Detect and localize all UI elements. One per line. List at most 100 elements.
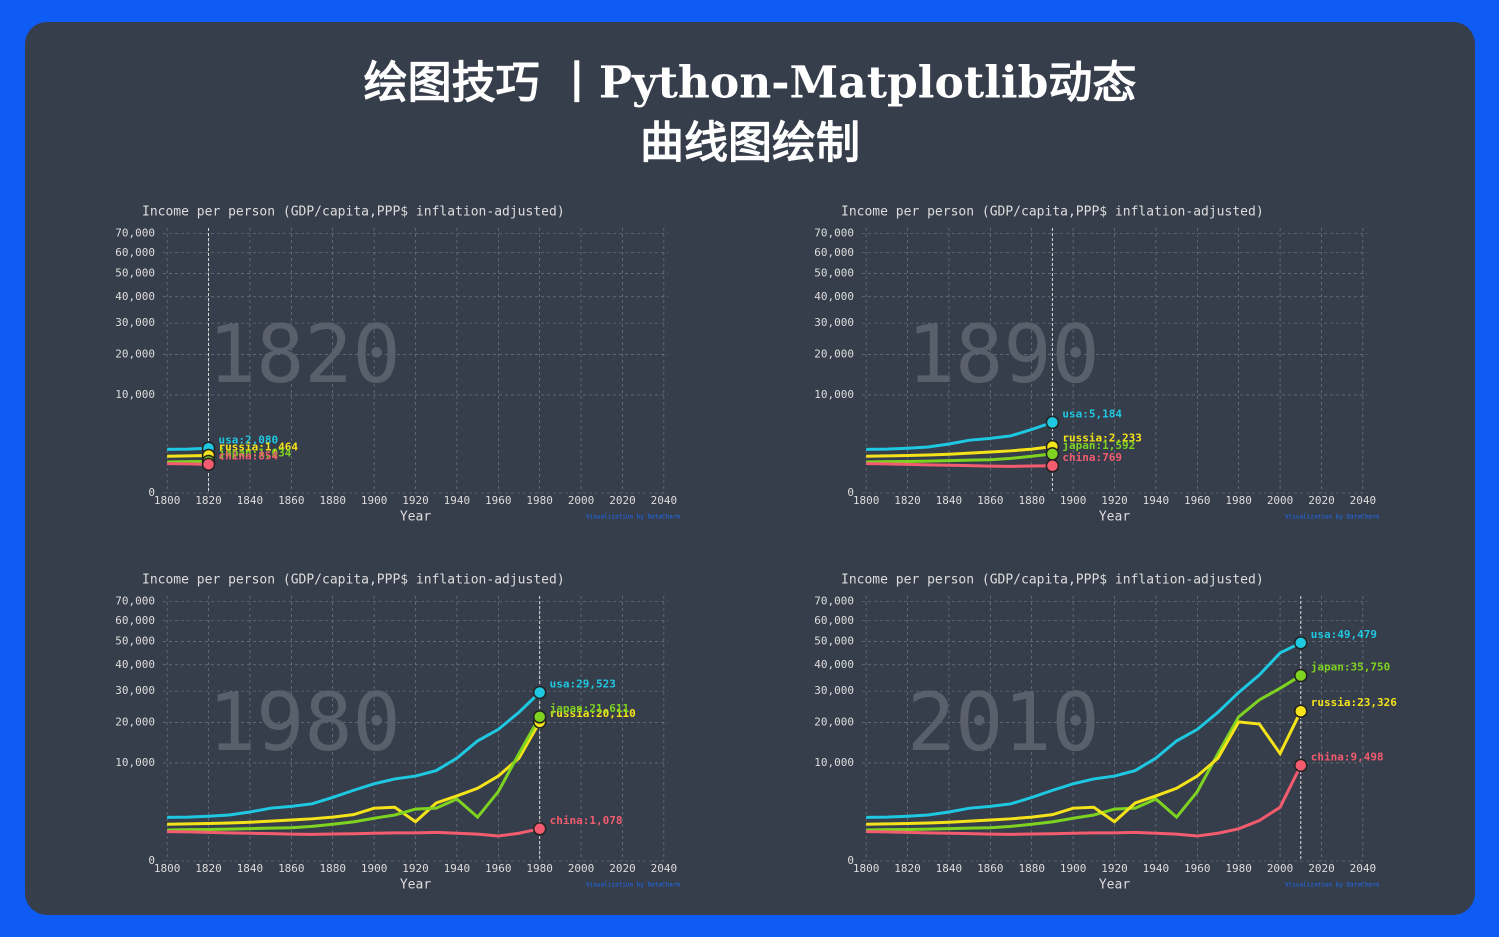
chart-title: Income per person (GDP/capita,PPP$ infla… — [841, 205, 1264, 220]
y-tick-label: 60,000 — [115, 246, 155, 259]
x-tick-label: 2020 — [609, 494, 636, 507]
x-tick-label: 1840 — [936, 862, 963, 875]
x-axis-label: Year — [400, 878, 431, 893]
x-tick-label: 1840 — [237, 494, 264, 507]
y-tick-label: 10,000 — [814, 756, 854, 769]
x-tick-label: 1820 — [195, 862, 222, 875]
y-tick-label: 0 — [847, 486, 854, 499]
y-tick-label: 60,000 — [814, 614, 854, 627]
x-tick-label: 1800 — [154, 862, 181, 875]
x-tick-label: 1960 — [485, 494, 512, 507]
x-tick-label: 1900 — [361, 862, 388, 875]
x-tick-label: 1960 — [1184, 494, 1211, 507]
end-dot — [532, 710, 547, 724]
y-tick-label: 50,000 — [115, 635, 155, 648]
x-tick-label: 1880 — [319, 494, 346, 507]
x-tick-label: 1880 — [1018, 494, 1045, 507]
y-tick-label: 0 — [148, 854, 155, 867]
x-tick-label: 2020 — [609, 862, 636, 875]
series-line — [167, 827, 540, 838]
x-tick-label: 1860 — [977, 862, 1004, 875]
series-line — [167, 462, 209, 466]
y-tick-label: 20,000 — [115, 715, 155, 728]
credit: Visualization by DataCharm — [586, 514, 680, 521]
end-dot — [532, 822, 547, 836]
x-tick-label: 1860 — [278, 862, 305, 875]
x-tick-label: 1860 — [278, 494, 305, 507]
series-line — [866, 462, 1053, 468]
x-tick-label: 1980 — [526, 494, 553, 507]
series-line — [167, 721, 541, 826]
x-tick-label: 1940 — [1143, 494, 1170, 507]
end-dot — [201, 457, 216, 472]
x-tick-label: 1840 — [936, 494, 963, 507]
chart-title: Income per person (GDP/capita,PPP$ infla… — [841, 573, 1264, 588]
page-title: 曲线图绘制 — [640, 118, 860, 169]
series-line — [866, 445, 1053, 458]
x-tick-label: 1900 — [1060, 862, 1087, 875]
end-label: russia:2,233 — [1062, 432, 1141, 445]
series-line — [866, 710, 1303, 826]
card — [25, 22, 1475, 915]
x-tick-label: 1800 — [154, 494, 181, 507]
end-dot — [1294, 758, 1308, 773]
y-tick-label: 10,000 — [115, 388, 155, 401]
end-label: russia:1,464 — [219, 440, 299, 453]
y-tick-label: 30,000 — [814, 316, 854, 329]
series-line — [167, 453, 209, 458]
end-label: usa:49,479 — [1311, 628, 1377, 641]
x-tick-label: 2000 — [568, 862, 595, 875]
end-dot — [1045, 415, 1060, 430]
y-tick-label: 70,000 — [814, 227, 854, 240]
x-tick-label: 2020 — [1308, 494, 1335, 507]
y-tick-label: 10,000 — [814, 388, 854, 401]
end-label: russia:23,326 — [1311, 696, 1397, 709]
x-tick-label: 1800 — [853, 862, 880, 875]
end-label: japan:1,034 — [219, 446, 292, 459]
end-dot — [1294, 636, 1308, 650]
credit: Visualization by DataCharm — [1285, 514, 1379, 521]
end-dot — [532, 685, 547, 700]
end-label: russia:20,110 — [550, 707, 636, 720]
y-tick-label: 50,000 — [814, 635, 854, 648]
x-tick-label: 1960 — [1184, 862, 1211, 875]
y-tick-label: 60,000 — [814, 246, 854, 259]
chart-title: Income per person (GDP/capita,PPP$ infla… — [142, 205, 565, 220]
x-tick-label: 2040 — [651, 862, 678, 875]
y-tick-label: 70,000 — [115, 227, 155, 240]
x-tick-label: 2000 — [568, 494, 595, 507]
x-tick-label: 1800 — [853, 494, 880, 507]
y-tick-label: 20,000 — [115, 347, 155, 360]
y-tick-label: 20,000 — [814, 715, 854, 728]
series-line — [167, 716, 541, 832]
credit: Visualization by DataCharm — [1285, 882, 1379, 889]
y-tick-label: 70,000 — [814, 595, 854, 608]
x-tick-label: 1860 — [977, 494, 1004, 507]
series-line — [167, 446, 209, 451]
end-label: usa:2,080 — [219, 433, 279, 446]
x-tick-label: 1920 — [402, 494, 429, 507]
series-line — [866, 641, 1302, 819]
x-tick-label: 1980 — [1225, 494, 1252, 507]
y-tick-label: 40,000 — [115, 290, 155, 303]
credit: Visualization by DataCharm — [586, 882, 680, 889]
x-tick-label: 1880 — [319, 862, 346, 875]
x-tick-label: 2020 — [1308, 862, 1335, 875]
y-tick-label: 40,000 — [814, 658, 854, 671]
y-tick-label: 40,000 — [115, 658, 155, 671]
x-tick-label: 2040 — [651, 494, 678, 507]
y-tick-label: 0 — [148, 486, 155, 499]
year-label: 2010 — [907, 676, 1100, 769]
x-tick-label: 1820 — [894, 862, 921, 875]
series-line — [866, 674, 1302, 832]
x-axis-label: Year — [400, 510, 431, 525]
x-tick-label: 1920 — [1101, 862, 1128, 875]
series-line — [167, 459, 209, 464]
x-tick-label: 1840 — [237, 862, 264, 875]
end-label: china:769 — [1062, 451, 1122, 464]
y-tick-label: 60,000 — [115, 614, 155, 627]
y-tick-label: 30,000 — [115, 316, 155, 329]
chart-title: Income per person (GDP/capita,PPP$ infla… — [142, 573, 565, 588]
series-line — [167, 691, 541, 819]
end-label: china:854 — [219, 449, 279, 462]
